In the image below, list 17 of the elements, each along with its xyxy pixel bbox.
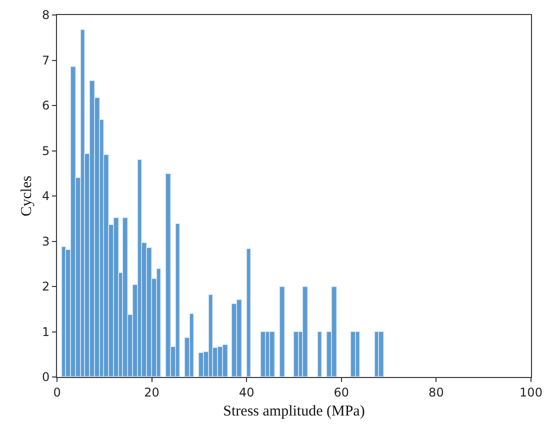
y-tick-label: 6 bbox=[42, 98, 50, 113]
y-tick-label: 2 bbox=[42, 280, 50, 294]
x-tick-label: 20 bbox=[144, 385, 160, 400]
y-tick-label: 5 bbox=[42, 144, 50, 158]
y-tick-label: 1 bbox=[42, 324, 50, 339]
y-tick-label: 7 bbox=[42, 53, 50, 68]
y-tick-label: 8 bbox=[42, 8, 50, 22]
y-axis-title: Cycles bbox=[19, 175, 36, 216]
x-tick-label: 80 bbox=[428, 385, 444, 400]
y-tick-label: 0 bbox=[42, 370, 50, 384]
x-tick-label: 60 bbox=[334, 385, 350, 400]
y-tick-label: 3 bbox=[42, 234, 50, 248]
x-axis-title: Stress amplitude (MPa) bbox=[223, 403, 365, 420]
x-tick-label: 40 bbox=[238, 385, 254, 400]
x-tick-label: 100 bbox=[520, 385, 542, 400]
x-tick-label: 0 bbox=[53, 385, 61, 400]
y-tick-label: 4 bbox=[42, 189, 50, 204]
